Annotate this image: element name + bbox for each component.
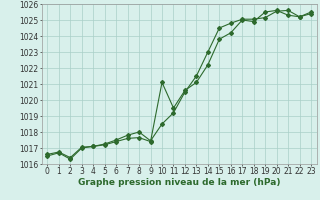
X-axis label: Graphe pression niveau de la mer (hPa): Graphe pression niveau de la mer (hPa) (78, 178, 280, 187)
